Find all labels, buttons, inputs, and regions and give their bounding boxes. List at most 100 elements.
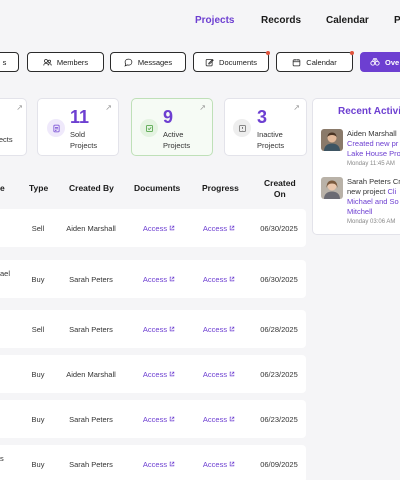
activity-action: new project	[347, 187, 388, 196]
project-created-on: 06/23/2025	[260, 414, 298, 424]
access-label: Access	[142, 324, 168, 334]
project-created-on: 06/09/2025	[260, 459, 298, 469]
project-name[interactable]	[0, 304, 20, 342]
documents-access-link[interactable]: Access	[130, 355, 188, 393]
nav-projects[interactable]: Projects	[195, 15, 235, 26]
nav-calendar[interactable]: Calendar	[326, 15, 369, 26]
progress-access-link[interactable]: Access	[190, 445, 248, 480]
external-link-icon	[169, 415, 175, 424]
tab-calendar[interactable]: Calendar	[276, 51, 354, 72]
inactive-label-2: Projects	[257, 141, 285, 150]
activity-time: Monday 03:06 AM	[347, 219, 396, 225]
project-name[interactable]: ael	[0, 268, 11, 278]
table-row[interactable]: ael Buy Sarah Peters Access Access 06/30/2025	[0, 260, 306, 298]
project-name[interactable]: s	[0, 453, 4, 463]
table-row[interactable]: Sell Sarah Peters Access Access 06/28/2025	[0, 310, 306, 348]
project-created-by: Sarah Peters	[69, 324, 113, 334]
project-name[interactable]	[0, 349, 20, 387]
header-created-on[interactable]: Created On	[264, 178, 296, 200]
documents-access-link[interactable]: Access	[130, 445, 188, 480]
external-link-icon	[229, 325, 235, 334]
activity-client-link[interactable]: Cli	[387, 187, 397, 196]
nav-records[interactable]: Records	[261, 15, 302, 26]
header-created-by[interactable]: Created By	[69, 183, 114, 193]
table-row[interactable]: Sell Aiden Marshall Access Access 06/30/2025	[0, 209, 306, 247]
progress-access-link[interactable]: Access	[190, 209, 248, 247]
tab-messages[interactable]: Messages	[110, 52, 186, 72]
nav-partial[interactable]: P	[394, 15, 400, 26]
project-created-by: Aiden Marshall	[66, 369, 116, 379]
external-link-icon	[169, 224, 175, 233]
external-link-icon	[169, 325, 175, 334]
active-label-1: Active	[163, 130, 184, 139]
inactive-count: 3	[257, 107, 268, 127]
project-type: Buy	[31, 369, 45, 379]
table-row[interactable]: Buy Sarah Peters Access Access 06/23/2025	[0, 400, 306, 438]
inactive-label-1: Inactive	[257, 130, 283, 139]
activity-item[interactable]: Aiden Marshall Created new pr Lake House…	[321, 129, 400, 167]
progress-access-link[interactable]: Access	[190, 355, 248, 393]
activity-item[interactable]: Sarah Peters Cr new project Cli Michael …	[321, 177, 400, 227]
card-active-projects[interactable]: 9 Active Projects ↗	[131, 98, 213, 156]
progress-access-link[interactable]: Access	[190, 260, 248, 298]
tab-members-label: Members	[56, 57, 89, 67]
inactive-icon	[233, 119, 251, 137]
project-created-by: Aiden Marshall	[66, 223, 116, 233]
documents-access-link[interactable]: Access	[130, 209, 188, 247]
activity-action: Created new pr	[347, 139, 399, 148]
progress-access-link[interactable]: Access	[190, 400, 248, 438]
project-created-on: 06/30/2025	[260, 274, 298, 284]
tab-members[interactable]: Members	[27, 52, 104, 72]
project-type: Buy	[31, 459, 45, 469]
external-link-icon	[229, 415, 235, 424]
activity-time: Monday 11:45 AM	[347, 161, 395, 167]
activity-project-link[interactable]: Michael and So	[347, 197, 399, 206]
tab-messages-label: Messages	[137, 57, 173, 67]
external-link-icon	[229, 275, 235, 284]
sold-icon	[47, 119, 65, 137]
card-inactive-projects[interactable]: 3 Inactive Projects ↗	[224, 98, 307, 156]
project-name[interactable]	[0, 394, 20, 432]
card-total-projects[interactable]: ojects ↗	[0, 98, 27, 156]
members-icon	[43, 58, 52, 66]
header-progress[interactable]: Progress	[202, 183, 239, 193]
documents-access-link[interactable]: Access	[130, 260, 188, 298]
access-label: Access	[202, 223, 228, 233]
table-row[interactable]: Buy Aiden Marshall Access Access 06/23/2025	[0, 355, 306, 393]
documents-access-link[interactable]: Access	[130, 400, 188, 438]
activity-user: Sarah Peters	[347, 177, 391, 186]
project-created-by: Sarah Peters	[69, 274, 113, 284]
access-label: Access	[202, 324, 228, 334]
tab-calendar-label: Calendar	[306, 57, 337, 67]
project-type: Buy	[31, 414, 45, 424]
tab-overview[interactable]: Ove	[360, 52, 400, 72]
documents-access-link[interactable]: Access	[130, 310, 188, 348]
active-icon	[140, 119, 158, 137]
recent-activity-title: Recent Activit	[338, 106, 400, 117]
card-sold-projects[interactable]: 11 Sold Projects ↗	[37, 98, 119, 156]
header-name[interactable]: e	[0, 183, 5, 193]
tab-partial[interactable]: s	[0, 52, 19, 72]
activity-project-link[interactable]: Lake House Pro	[347, 149, 400, 158]
access-label: Access	[142, 274, 168, 284]
external-link-icon	[229, 460, 235, 469]
tab-documents[interactable]: Documents	[193, 51, 270, 72]
tab-bar: s Members Messages Documents Calendar Ov…	[0, 51, 400, 74]
tab-partial-label: s	[2, 57, 7, 67]
header-type[interactable]: Type	[29, 183, 49, 193]
tab-documents-label: Documents	[219, 57, 257, 67]
access-label: Access	[142, 369, 168, 379]
arrow-up-right-icon: ↗	[293, 103, 300, 112]
binoculars-icon	[370, 58, 380, 66]
card-total-label: ojects	[0, 135, 13, 144]
header-documents[interactable]: Documents	[134, 183, 181, 193]
progress-access-link[interactable]: Access	[190, 310, 248, 348]
project-name[interactable]	[0, 203, 20, 241]
table-row[interactable]: s Buy Sarah Peters Access Access 06/09/2025	[0, 445, 306, 480]
arrow-up-right-icon: ↗	[16, 103, 23, 112]
chat-bubble-icon	[124, 58, 133, 67]
activity-project-link-cont[interactable]: Mitchell	[347, 207, 373, 216]
header-created-on-line1: Created	[264, 178, 296, 188]
sold-label-1: Sold	[70, 130, 86, 139]
avatar	[321, 177, 343, 199]
